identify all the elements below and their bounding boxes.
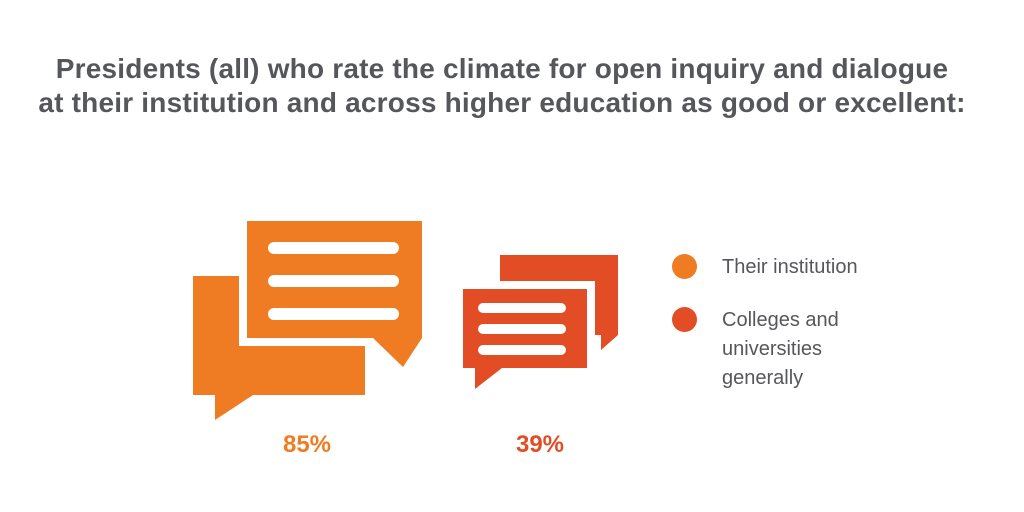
legend: Their institution Colleges and universit… <box>672 253 864 393</box>
chart-title: Presidents (all) who rate the climate fo… <box>10 52 994 120</box>
bubble-text-line <box>268 308 399 320</box>
legend-item-their-institution: Their institution <box>672 253 864 282</box>
legend-label-their-institution: Their institution <box>722 256 858 278</box>
their-institution-chat-bubbles-icon <box>193 213 430 420</box>
their-institution-value-label: 85% <box>282 431 332 458</box>
legend-swatch-orange-icon <box>672 254 697 279</box>
chart-title-line1: Presidents (all) who rate the climate fo… <box>55 53 949 84</box>
colleges-generally-chat-bubbles-icon <box>460 255 618 395</box>
front-speech-bubble <box>460 281 595 395</box>
legend-swatch-red-icon <box>672 307 697 332</box>
bubble-text-line <box>478 303 566 313</box>
bubble-text-line <box>478 324 566 334</box>
legend-item-colleges-generally: Colleges and universities generally <box>672 306 864 393</box>
bubble-text-line <box>268 275 399 287</box>
bubble-text-line <box>268 242 399 254</box>
bubble-text-line <box>478 345 566 355</box>
legend-label-colleges-generally: Colleges and universities generally <box>722 309 839 389</box>
chart-title-line2: at their institution and across higher e… <box>38 87 966 119</box>
front-speech-bubble <box>239 213 430 380</box>
colleges-generally-value-label: 39% <box>515 431 565 458</box>
